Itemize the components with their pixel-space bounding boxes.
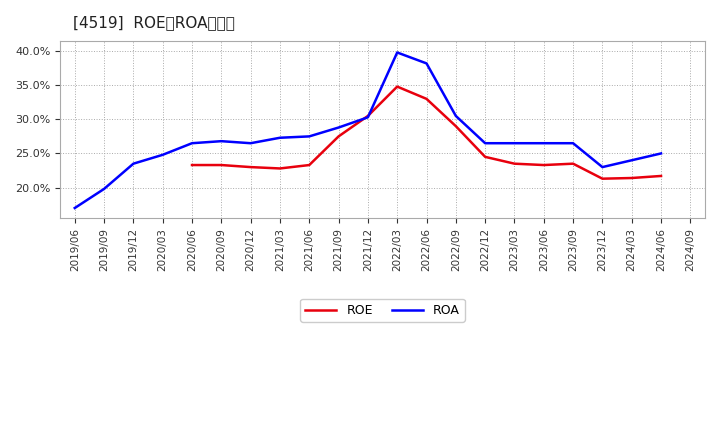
ROA: [539, 140, 548, 146]
ROE: [364, 113, 372, 118]
ROE: [627, 176, 636, 181]
ROE: [217, 162, 225, 168]
ROA: [422, 61, 431, 66]
ROE: [334, 134, 343, 139]
ROE: [276, 166, 284, 171]
ROE: [569, 161, 577, 166]
ROE: [481, 154, 490, 159]
ROE: [422, 96, 431, 102]
ROA: [305, 134, 314, 139]
ROA: [276, 135, 284, 140]
ROA: [510, 140, 519, 146]
ROA: [627, 158, 636, 163]
ROA: [598, 165, 607, 170]
ROA: [71, 205, 79, 211]
ROA: [129, 161, 138, 166]
Legend: ROE, ROA: ROE, ROA: [300, 299, 465, 322]
ROE: [305, 162, 314, 168]
ROE: [510, 161, 519, 166]
Text: [4519]  ROE、ROAの推移: [4519] ROE、ROAの推移: [73, 15, 235, 30]
ROA: [451, 113, 460, 118]
ROE: [598, 176, 607, 181]
ROE: [451, 124, 460, 129]
Line: ROA: ROA: [75, 52, 661, 208]
ROE: [539, 162, 548, 168]
ROA: [364, 115, 372, 120]
ROA: [217, 139, 225, 144]
ROE: [188, 162, 197, 168]
Line: ROE: ROE: [192, 87, 661, 179]
ROA: [100, 186, 109, 191]
ROA: [393, 50, 402, 55]
ROA: [481, 140, 490, 146]
ROA: [657, 151, 665, 156]
ROA: [188, 140, 197, 146]
ROA: [158, 152, 167, 158]
ROE: [657, 173, 665, 179]
ROA: [569, 140, 577, 146]
ROE: [393, 84, 402, 89]
ROA: [334, 125, 343, 130]
ROE: [246, 165, 255, 170]
ROA: [246, 140, 255, 146]
